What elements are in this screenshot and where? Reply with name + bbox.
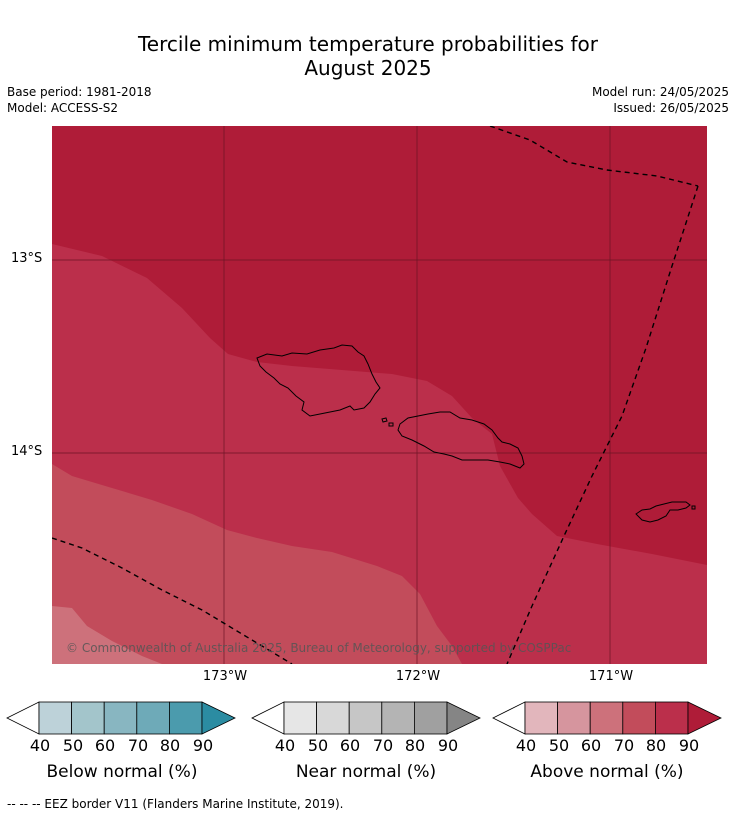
colorbar-near-tick: 80 [404, 736, 426, 755]
map-title-line2: August 2025 [304, 56, 432, 80]
colorbar-near-title: Near normal (%) [295, 762, 437, 782]
lon-label-173w: 173°W [202, 669, 248, 684]
colorbar-below-tick: 70 [127, 736, 149, 755]
colorbar-swatch [654, 701, 689, 735]
colorbar-swatch [589, 701, 624, 735]
colorbar-below-title: Below normal (%) [46, 762, 198, 782]
colorbar-below-tick: 60 [94, 736, 116, 755]
colorbar-near-tick: 40 [274, 736, 296, 755]
colorbar-extend-high [446, 701, 481, 735]
colorbar-extend-low [6, 701, 40, 735]
region-above-60 [52, 606, 162, 664]
colorbar-above-tick: 60 [580, 736, 602, 755]
colorbar-above-tick: 70 [613, 736, 635, 755]
colorbar-above-swatches [492, 701, 722, 735]
eez-borders [52, 126, 699, 664]
map-title-line1: Tercile minimum temperature probabilitie… [137, 32, 599, 56]
eez-footnote: -- -- -- EEZ border V11 (Flanders Marine… [7, 797, 344, 811]
colorbar-extend-low [492, 701, 526, 735]
colorbar-near-swatches [251, 701, 481, 735]
colorbar-swatch [103, 701, 138, 735]
lon-label-172w: 172°W [395, 669, 441, 684]
colorbar-swatch [622, 701, 656, 735]
colorbar-below-tick: 80 [159, 736, 181, 755]
copyright-notice: © Commonwealth of Australia 2025, Bureau… [66, 641, 572, 655]
colorbar-near-tick: 50 [307, 736, 329, 755]
colorbar-above-tick: 50 [548, 736, 570, 755]
colorbar-swatch [71, 701, 105, 735]
island-upolu [397, 411, 525, 469]
island-savaii [256, 344, 381, 417]
island-manono [381, 417, 388, 423]
colorbar-below-swatches [6, 701, 236, 735]
colorbar-above-tick: 80 [645, 736, 667, 755]
lon-label-171w: 171°W [588, 669, 634, 684]
region-above-70 [52, 464, 462, 664]
colorbar-swatch [136, 701, 170, 735]
colorbar-swatch [316, 701, 350, 735]
colorbar-swatch [557, 701, 591, 735]
colorbar-swatch [524, 701, 558, 735]
colorbar-near-tick: 90 [437, 736, 459, 755]
colorbar-extend-high [687, 701, 722, 735]
island-tutuila [635, 501, 691, 523]
eez-border-south [52, 537, 293, 664]
graticule [52, 126, 707, 664]
colorbar-below-tick: 50 [62, 736, 84, 755]
map-canvas [52, 126, 707, 664]
coastlines [256, 344, 696, 523]
colorbar-extend-high [201, 701, 236, 735]
colorbar-swatch [283, 701, 317, 735]
colorbar-swatch [413, 701, 448, 735]
colorbar-above-title: Above normal (%) [530, 762, 684, 782]
colorbar-above-tick: 90 [678, 736, 700, 755]
island-aunuu [691, 505, 696, 510]
lat-label-13s: 13°S [11, 251, 43, 266]
colorbar-above-tick: 40 [515, 736, 537, 755]
colorbar-swatch [348, 701, 383, 735]
island-apolima [388, 422, 394, 427]
colorbar-swatch [168, 701, 203, 735]
colorbar-near-tick: 70 [372, 736, 394, 755]
colorbar-below-tick: 90 [192, 736, 214, 755]
lat-label-14s: 14°S [11, 444, 43, 459]
model-label: Model: ACCESS-S2 [7, 101, 119, 115]
base-period-label: Base period: 1981-2018 [7, 85, 152, 99]
colorbar-below-tick: 40 [29, 736, 51, 755]
eez-border-north [489, 126, 699, 187]
colorbar-extend-low [251, 701, 285, 735]
colorbar-swatch [38, 701, 72, 735]
probability-map [52, 126, 707, 664]
issued-label: Issued: 26/05/2025 [613, 101, 729, 115]
model-run-label: Model run: 24/05/2025 [591, 85, 729, 99]
colorbar-near-tick: 60 [339, 736, 361, 755]
colorbar-swatch [381, 701, 415, 735]
